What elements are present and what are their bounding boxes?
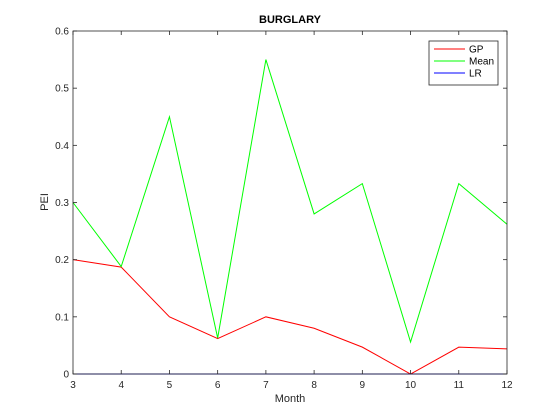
x-tick-label: 3 bbox=[70, 380, 76, 391]
series-line-mean bbox=[72, 59, 508, 344]
legend-label-gp: GP bbox=[469, 45, 484, 56]
y-tick-label: 0 bbox=[63, 370, 69, 381]
y-tick-label: 0.6 bbox=[55, 27, 69, 38]
x-tick-label: 4 bbox=[118, 380, 124, 391]
x-tick-label: 7 bbox=[263, 380, 269, 391]
y-axis-label: PEI bbox=[39, 193, 51, 211]
x-tick-label: 10 bbox=[405, 380, 417, 391]
y-tick-label: 0.3 bbox=[55, 198, 69, 209]
plot-area bbox=[73, 31, 507, 374]
legend-label-mean: Mean bbox=[469, 57, 494, 68]
legend-box bbox=[428, 40, 499, 86]
y-tick-label: 0.1 bbox=[55, 312, 69, 323]
x-tick-label: 6 bbox=[215, 380, 221, 391]
x-tick-label: 8 bbox=[311, 380, 317, 391]
x-axis-label: Month bbox=[275, 393, 306, 405]
y-tick-label: 0.5 bbox=[55, 84, 69, 95]
series-line-gp bbox=[72, 259, 508, 375]
x-tick-label: 11 bbox=[454, 380, 465, 391]
x-tick-label: 5 bbox=[167, 380, 173, 391]
x-tick-label: 12 bbox=[501, 380, 513, 391]
y-tick-label: 0.4 bbox=[55, 141, 69, 152]
legend-label-lr: LR bbox=[469, 69, 482, 80]
y-tick-label: 0.2 bbox=[55, 255, 69, 266]
x-tick-label: 9 bbox=[360, 380, 366, 391]
chart-title: BURGLARY bbox=[259, 14, 322, 26]
ticks-layer: 3 4 5 6 7 8 9 10 11 12 0 0.1 0.2 0.3 0.4 0.5 0.6 bbox=[55, 27, 513, 392]
